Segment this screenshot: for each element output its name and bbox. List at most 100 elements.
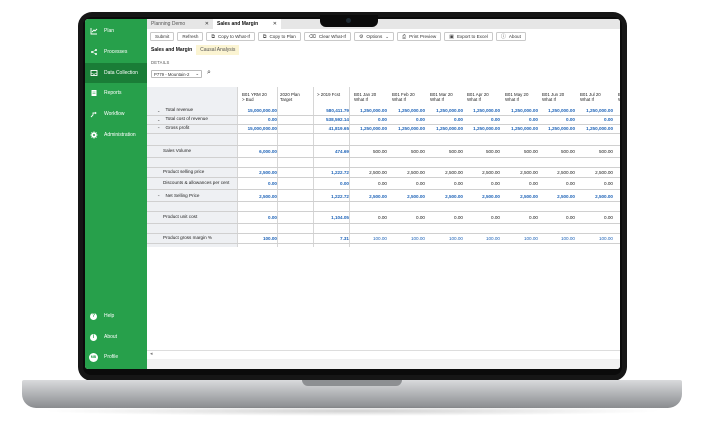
table-cell[interactable]: 0.00 [378,214,387,220]
table-cell[interactable] [277,177,313,189]
table-cell[interactable]: 1,250,000.00 [398,108,425,113]
table-cell[interactable]: 100.00 [262,235,277,241]
table-cell[interactable]: 0.00 [491,117,500,122]
table-cell[interactable]: 100.00 [598,235,613,241]
tab-causal-analysis[interactable]: Causal Analysis [196,45,240,55]
table-cell[interactable]: 100.00 [410,235,425,241]
table-cell[interactable]: 0.00 [529,180,538,186]
table-cell[interactable]: 0.00 [416,180,425,186]
clear-what-if-button[interactable]: ⌫ Clear What-If [303,32,351,41]
chevron-left-icon[interactable]: ◂ [150,351,153,357]
table-cell[interactable]: 0.00 [378,117,387,122]
table-cell[interactable]: 2,500.00 [595,193,613,199]
table-cell[interactable]: 15,000,000.00 [247,126,277,131]
chevron-down-icon[interactable]: ⌄ [157,108,161,113]
copy-to-plan-button[interactable]: ⧉ Copy to Plan [257,32,301,41]
sidebar-item-reports[interactable]: Reports [85,83,147,103]
tab-planning-demo[interactable]: Planning Demo ✕ [147,19,213,29]
table-cell[interactable]: 500.00 [485,148,500,154]
column-header[interactable]: B01 Feb 20 What If [392,92,415,106]
export-to-excel-button[interactable]: ▣ Export to Excel [444,32,493,41]
table-cell[interactable]: 1, [601,124,620,133]
column-header[interactable]: B01 May 20 What If [505,92,528,106]
table-cell[interactable]: 0.00 [604,214,613,220]
table-cell[interactable] [601,115,620,124]
table-cell[interactable]: 2,500.00 [557,193,575,199]
table-cell[interactable]: 2,500.00 [445,169,463,175]
print-preview-button[interactable]: ⎙ Print Preview [397,32,442,41]
table-cell[interactable]: 0.00 [268,214,277,220]
copy-to-what-if-button[interactable]: ⧉ Copy to What-If [206,32,255,41]
table-cell[interactable]: 0.00 [566,117,575,122]
table-cell[interactable]: 41,819.65 [328,126,349,131]
table-cell[interactable]: 2,500.00 [482,193,500,199]
column-header[interactable]: B01 YRM 20 > Bud [242,92,267,106]
table-cell[interactable]: 100.00 [485,235,500,241]
table-cell[interactable]: 1, [601,106,620,115]
column-header[interactable]: B01 Mar 20 What If [430,92,453,106]
table-cell[interactable] [277,233,313,243]
table-cell[interactable]: 2,500.00 [369,193,387,199]
table-cell[interactable]: 1,222.72 [331,169,349,175]
column-header[interactable]: B01 Jul 20 What If [580,92,601,106]
product-selector[interactable]: P779 - Mountain-2 ⌄ [151,70,202,78]
table-cell[interactable]: 500.00 [372,148,387,154]
table-cell[interactable]: 2,500.00 [259,193,277,199]
table-cell[interactable]: 6,000.00 [259,148,277,154]
table-cell[interactable]: 2,500.00 [557,169,575,175]
table-cell[interactable]: 0.00 [416,117,425,122]
table-cell[interactable]: 2,500.00 [259,169,277,175]
table-cell[interactable]: 500.00 [560,148,575,154]
table-cell[interactable]: 1,250,000.00 [360,126,387,131]
table-cell[interactable] [277,145,313,157]
column-header[interactable]: B0Wh [618,92,620,106]
table-cell[interactable]: 2,500.00 [407,169,425,175]
table-cell[interactable]: 15,000,000.00 [247,108,277,113]
table-cell[interactable] [601,211,620,223]
sidebar-item-about[interactable]: i About [85,327,147,347]
table-cell[interactable]: 1,250,000.00 [548,108,575,113]
table-cell[interactable]: 0.00 [604,117,613,122]
table-cell[interactable]: 2,500.00 [369,169,387,175]
table-cell[interactable]: 2,500.00 [445,193,463,199]
tab-sales-and-margin[interactable]: Sales and Margin ✕ [213,19,281,29]
column-header[interactable]: B01 Jan 20 What If [354,92,376,106]
table-cell[interactable]: 1,250,000.00 [436,126,463,131]
column-header[interactable]: B01 Apr 20 What If [467,92,489,106]
chevron-up-icon[interactable]: ⌃ [157,193,161,199]
table-cell[interactable]: 500.00 [598,148,613,154]
search-icon[interactable]: ⌕ [207,69,211,76]
close-icon[interactable]: ✕ [272,21,277,27]
table-cell[interactable]: 100.00 [560,235,575,241]
table-cell[interactable] [601,233,620,243]
sidebar-item-administration[interactable]: Administration [85,125,147,145]
submit-button[interactable]: Submit [150,32,175,41]
table-cell[interactable] [601,167,620,177]
sidebar-item-help[interactable]: ? Help [85,306,147,326]
table-cell[interactable] [601,177,620,189]
table-cell[interactable]: 100.00 [448,235,463,241]
about-button[interactable]: ⓘ About [495,32,526,41]
table-cell[interactable]: 500.00 [448,148,463,154]
table-cell[interactable]: 0.00 [491,214,500,220]
table-cell[interactable]: 0.00 [378,180,387,186]
table-cell[interactable]: 538,592.14 [326,117,349,122]
table-cell[interactable]: 474.69 [334,148,349,154]
table-cell[interactable]: 1,250,000.00 [436,108,463,113]
table-cell[interactable]: 2,500.00 [482,169,500,175]
table-cell[interactable]: 1,250,000.00 [511,108,538,113]
table-cell[interactable]: 1,250,000.00 [548,126,575,131]
table-cell[interactable] [277,167,313,177]
table-cell[interactable]: 0.00 [340,180,349,186]
table-cell[interactable]: 0.00 [268,180,277,186]
table-cell[interactable]: 1,250,000.00 [511,126,538,131]
table-cell[interactable] [277,191,313,201]
column-header[interactable]: B01 Jun 20 What If [542,92,564,106]
table-cell[interactable] [277,124,313,133]
table-cell[interactable]: 0.00 [529,117,538,122]
table-cell[interactable]: 0.00 [454,214,463,220]
table-cell[interactable]: 580,411.79 [326,108,349,113]
table-cell[interactable]: 1,222.72 [331,193,349,199]
table-cell[interactable]: 0.00 [454,117,463,122]
sidebar-item-processes[interactable]: Processes [85,42,147,62]
